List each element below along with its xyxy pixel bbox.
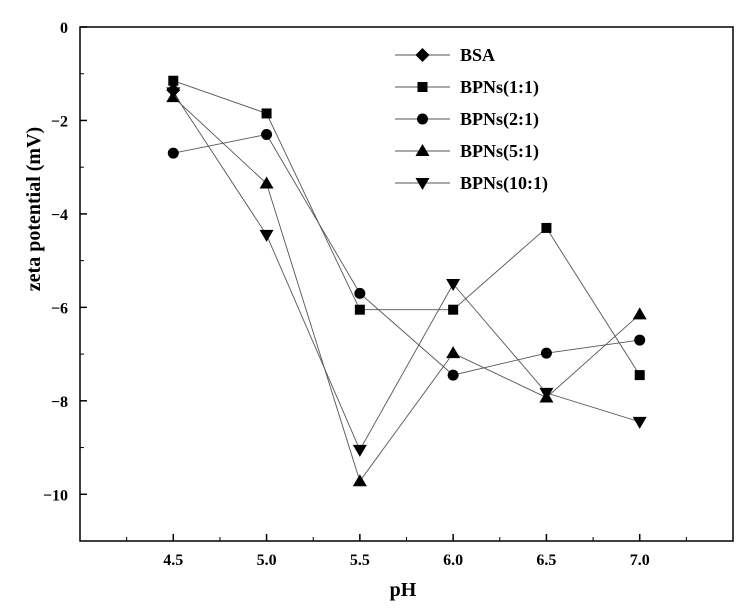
series-line-bpns-10-1 <box>172 92 640 451</box>
series-bpns-5-1 <box>166 90 647 487</box>
x-tick-label: 6.0 <box>443 552 463 569</box>
data-point-bpns-10-1 <box>259 229 274 242</box>
legend-item-bpns-1-1: BPNs(1:1) <box>395 77 539 98</box>
x-tick-label: 6.5 <box>536 552 556 569</box>
data-point-bpns-1-1 <box>168 75 179 86</box>
legend-marker-circle-icon <box>417 113 428 125</box>
axis-layer: 4.5 5.0 5.5 6.0 6.5 7.0 0 −2 −4 −6 −8 −10 <box>43 20 687 569</box>
legend-marker-triangle-up-icon <box>415 144 430 156</box>
x-axis-title: pH <box>390 579 417 601</box>
legend-label: BSA <box>460 45 495 65</box>
series-bpns-10-1 <box>166 87 647 457</box>
series-line-bpns-1-1 <box>173 80 641 376</box>
data-point-bpns-2-1 <box>261 128 273 140</box>
data-point-bpns-5-1 <box>446 346 461 359</box>
y-tick-label: −4 <box>51 207 68 224</box>
legend: BSA BPNs(1:1) BPNs(2:1) BPNs(5:1) BPNs(10:1) <box>395 45 548 194</box>
data-point-bpns-2-1 <box>634 334 646 346</box>
data-point-bpns-1-1 <box>448 304 459 315</box>
data-point-bpns-2-1 <box>540 347 552 359</box>
series-line-bpns-2-1 <box>173 133 640 376</box>
legend-marker-diamond-icon <box>415 48 430 62</box>
data-point-bpns-10-1 <box>539 387 554 400</box>
legend-label: BPNs(5:1) <box>460 141 539 162</box>
legend-item-bpns-10-1: BPNs(10:1) <box>395 173 548 194</box>
data-point-bpns-2-1 <box>447 369 459 381</box>
data-point-bpns-5-1 <box>259 176 274 189</box>
legend-label: BPNs(1:1) <box>460 77 539 98</box>
plot-frame <box>79 26 734 542</box>
y-axis-title: zeta potential (mV) <box>23 127 45 291</box>
x-tick-label: 5.5 <box>350 552 370 569</box>
legend-marker-square-icon <box>417 82 428 92</box>
plot-border <box>79 26 734 542</box>
series-bpns-1-1 <box>168 75 645 381</box>
x-tick-label: 4.5 <box>163 552 183 569</box>
data-point-bpns-2-1 <box>167 147 179 159</box>
data-point-bpns-5-1 <box>632 307 647 320</box>
legend-item-bpns-5-1: BPNs(5:1) <box>395 141 539 162</box>
data-point-bpns-5-1 <box>352 474 367 487</box>
y-tick-label: −6 <box>51 300 68 317</box>
data-point-bpns-1-1 <box>541 222 552 233</box>
y-tick-label: −8 <box>51 394 68 411</box>
data-point-bpns-1-1 <box>354 304 365 315</box>
data-point-bpns-10-1 <box>352 444 367 457</box>
series-bpns-2-1 <box>167 128 646 381</box>
legend-marker-triangle-down-icon <box>415 178 430 190</box>
data-point-bpns-1-1 <box>261 108 272 119</box>
data-point-bpns-1-1 <box>634 370 645 381</box>
data-point-bpns-10-1 <box>166 87 181 100</box>
series-layer <box>166 75 647 487</box>
y-tick-label: −2 <box>51 113 68 130</box>
legend-item-bsa: BSA <box>395 45 495 65</box>
data-point-bpns-10-1 <box>446 279 461 291</box>
legend-label: BPNs(10:1) <box>460 173 548 194</box>
legend-item-bpns-2-1: BPNs(2:1) <box>395 109 539 130</box>
data-point-bpns-2-1 <box>354 287 366 299</box>
y-tick-label: −10 <box>43 487 68 504</box>
x-tick-label: 5.0 <box>257 552 277 569</box>
legend-label: BPNs(2:1) <box>460 109 539 130</box>
x-tick-label: 7.0 <box>630 552 650 569</box>
series-line-bpns-5-1 <box>172 96 641 483</box>
data-point-bpns-10-1 <box>632 416 647 429</box>
y-tick-label: 0 <box>60 20 68 37</box>
